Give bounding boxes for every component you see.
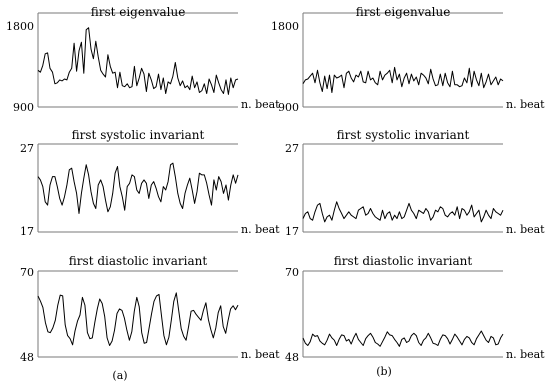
ytick-label-bottom: 900 [13,101,34,114]
plot-frame [302,143,503,233]
plot-frame [302,270,503,358]
panel-title: first diastolic invariant [334,254,473,268]
x-axis-label: n. beat [241,98,280,111]
panel-a-systolic: first systolic invariant 27 17 n. beat [20,128,280,238]
ytick-label-top: 70 [20,266,34,279]
series-line [37,292,239,346]
series-line [37,27,239,95]
series-line [302,330,504,347]
plot-frame [37,270,238,358]
ytick-label-top: 27 [20,142,34,155]
caption-b: (b) [376,365,392,378]
plot-frame [37,143,238,233]
x-axis-label: n. beat [241,223,280,236]
ytick-label-bottom: 48 [20,351,34,364]
caption-a: (a) [112,369,127,382]
panel-b-eigenvalue: first eigenvalue 1800 900 n. beat [271,5,545,114]
series-line [37,162,239,214]
x-axis-label: n. beat [506,223,545,236]
ytick-label-bottom: 17 [285,225,299,238]
panel-title: first eigenvalue [91,5,186,19]
ytick-label-bottom: 48 [285,351,299,364]
x-axis-label: n. beat [241,348,280,361]
panel-a-eigenvalue: first eigenvalue 1800 900 n. beat [6,5,280,114]
series-line [302,201,504,223]
plot-frame [37,12,238,108]
panel-title: first systolic invariant [72,128,205,142]
panel-a-diastolic: first diastolic invariant 70 48 n. beat [20,254,280,364]
ytick-label-top: 27 [285,142,299,155]
series-line [302,66,504,93]
ytick-label-bottom: 17 [20,225,34,238]
panel-title: first eigenvalue [356,5,451,19]
plot-frame [302,12,503,108]
x-axis-label: n. beat [506,98,545,111]
x-axis-label: n. beat [506,348,545,361]
ytick-label-top: 1800 [6,20,34,33]
panel-b-systolic: first systolic invariant 27 17 n. beat [285,128,545,238]
panel-title: first diastolic invariant [69,254,208,268]
ytick-label-top: 70 [285,266,299,279]
panel-b-diastolic: first diastolic invariant 70 48 n. beat [285,254,545,364]
ytick-label-bottom: 900 [278,101,299,114]
ytick-label-top: 1800 [271,20,299,33]
panel-title: first systolic invariant [337,128,470,142]
